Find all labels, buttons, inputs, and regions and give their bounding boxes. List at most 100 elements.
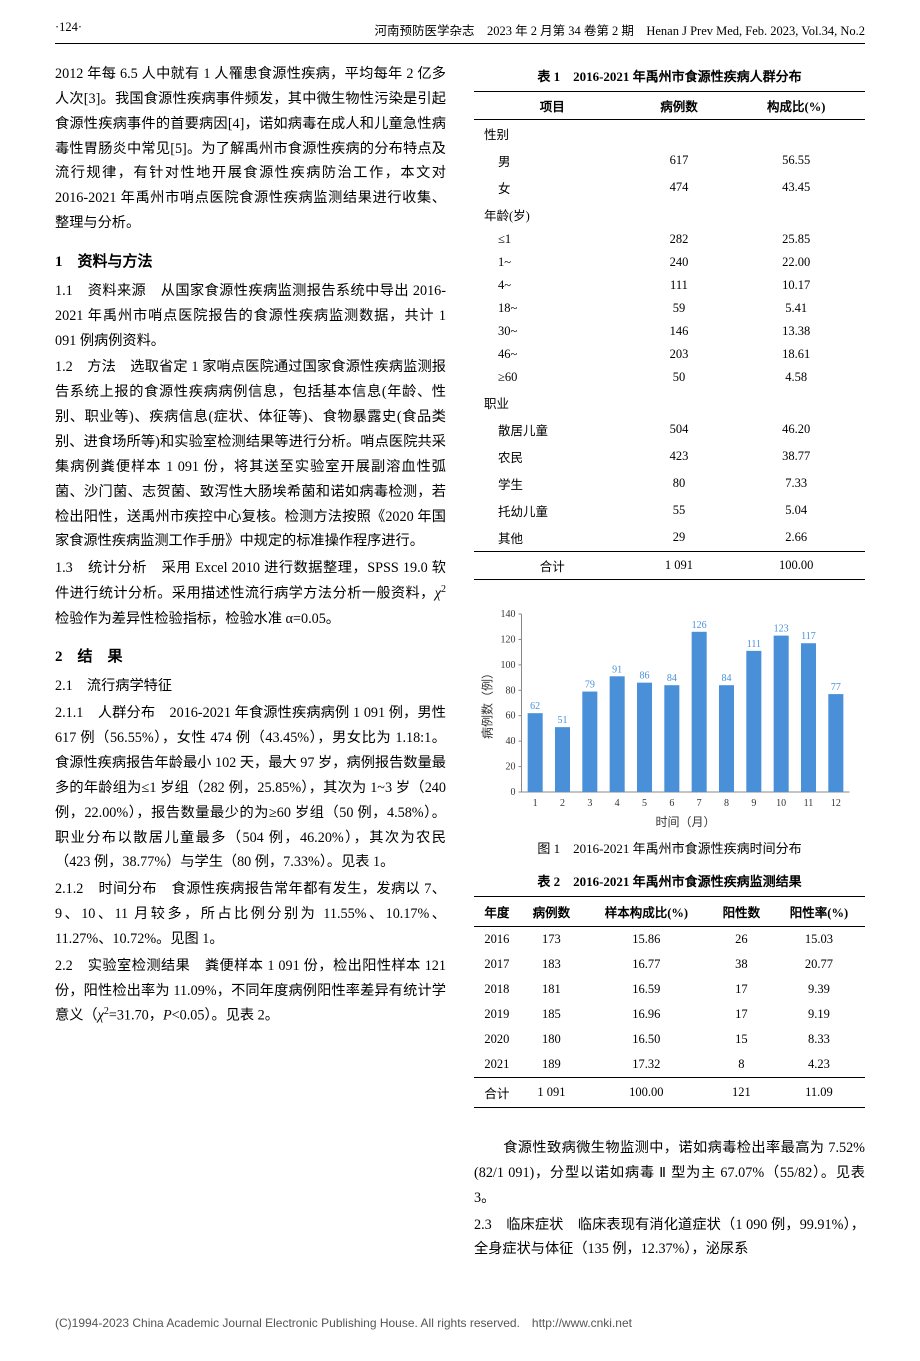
table2-h2: 样本构成比(%) <box>583 897 710 927</box>
bar-value-label: 79 <box>585 680 595 691</box>
page-footer: (C)1994-2023 China Academic Journal Elec… <box>55 1314 865 1331</box>
bar-value-label: 126 <box>692 620 707 631</box>
table-cell: 10.17 <box>727 274 865 297</box>
bar-value-label: 62 <box>530 701 540 712</box>
table-cell: 1 091 <box>520 1078 583 1108</box>
table-cell: 59 <box>631 297 728 320</box>
table-row: 201918516.96179.19 <box>474 1002 865 1027</box>
table-cell: 25.85 <box>727 228 865 251</box>
section-1-2: 1.2 方法 选取省定 1 家哨点医院通过国家食源性疾病监测报告系统上报的食源性… <box>55 355 446 554</box>
table-row: 201818116.59179.39 <box>474 977 865 1002</box>
chart-1: 0204060801001201406215127939148658461267… <box>474 602 865 832</box>
bar-value-label: 91 <box>612 664 622 675</box>
table2-header-row: 年度 病例数 样本构成比(%) 阳性数 阳性率(%) <box>474 897 865 927</box>
table-cell: 15.86 <box>583 927 710 953</box>
table-cell: 16.59 <box>583 977 710 1002</box>
right-para-2: 2.3 临床症状 临床表现有消化道症状（1 090 例，99.91%），全身症状… <box>474 1213 865 1263</box>
x-tick-label: 5 <box>642 798 647 809</box>
table-cell: 181 <box>520 977 583 1002</box>
table-row: 202018016.50158.33 <box>474 1027 865 1052</box>
right-para-1: 食源性致病微生物监测中，诺如病毒检出率最高为 7.52%(82/1 091)，分… <box>474 1136 865 1211</box>
table-cell: ≥60 <box>474 366 631 389</box>
table1-section-row: 职业 <box>474 389 865 416</box>
table-cell: 16.50 <box>583 1027 710 1052</box>
table-row: 202118917.3284.23 <box>474 1052 865 1078</box>
table-cell: 9.39 <box>773 977 865 1002</box>
bar-value-label: 111 <box>747 639 761 650</box>
table-cell: 504 <box>631 416 728 443</box>
table-cell: 282 <box>631 228 728 251</box>
table-cell: 17 <box>710 977 773 1002</box>
table-cell: 29 <box>631 524 728 552</box>
table-cell: 11.09 <box>773 1078 865 1108</box>
chart-bar <box>555 727 570 792</box>
chart-bar <box>692 632 707 792</box>
table-cell: 16.77 <box>583 952 710 977</box>
x-tick-label: 10 <box>776 798 786 809</box>
x-tick-label: 12 <box>831 798 841 809</box>
table-cell: 173 <box>520 927 583 953</box>
table-cell: 4~ <box>474 274 631 297</box>
table1-h0: 项目 <box>474 92 631 120</box>
table-cell: 其他 <box>474 524 631 552</box>
table-cell: 5.41 <box>727 297 865 320</box>
page-number: ·124· <box>55 20 82 39</box>
table-cell: 托幼儿童 <box>474 497 631 524</box>
table-cell: 2020 <box>474 1027 520 1052</box>
chart-1-caption: 图 1 2016-2021 年禹州市食源性疾病时间分布 <box>474 838 865 857</box>
table-cell: 2021 <box>474 1052 520 1078</box>
table2-h0: 年度 <box>474 897 520 927</box>
table-row: 201718316.773820.77 <box>474 952 865 977</box>
section-2-2: 2.2 实验室检测结果 粪便样本 1 091 份，检出阳性样本 121 份，阳性… <box>55 954 446 1029</box>
x-axis-label: 时间（月） <box>655 815 715 829</box>
table-row: ≥60504.58 <box>474 366 865 389</box>
y-tick-label: 0 <box>511 787 516 798</box>
sec2-2-text-b: =31.70， <box>109 1008 163 1024</box>
table-row: ≤128225.85 <box>474 228 865 251</box>
y-tick-label: 20 <box>506 762 516 773</box>
table-row: 男61756.55 <box>474 147 865 174</box>
table-cell: 2019 <box>474 1002 520 1027</box>
table1-header-row: 项目 病例数 构成比(%) <box>474 92 865 120</box>
table-cell: 2017 <box>474 952 520 977</box>
table-cell: 185 <box>520 1002 583 1027</box>
y-tick-label: 120 <box>501 634 516 645</box>
table-cell: 474 <box>631 174 728 201</box>
table-row: 散居儿童50446.20 <box>474 416 865 443</box>
table-cell: 7.33 <box>727 470 865 497</box>
table1-section-row: 年龄(岁) <box>474 201 865 228</box>
table-cell: 2018 <box>474 977 520 1002</box>
chart-bar <box>610 676 625 792</box>
table1-total-row: 合计1 091100.00 <box>474 552 865 580</box>
sec1-3-text-b: 检验作为差异性检验指标，检验水准 α=0.05。 <box>55 611 340 627</box>
table-cell: 30~ <box>474 320 631 343</box>
table-cell: 617 <box>631 147 728 174</box>
table-row: 4~11110.17 <box>474 274 865 297</box>
y-tick-label: 60 <box>506 711 516 722</box>
journal-info: 河南预防医学杂志 2023 年 2 月第 34 卷第 2 期 Henan J P… <box>374 20 865 39</box>
x-tick-label: 1 <box>533 798 538 809</box>
table-cell: 4.23 <box>773 1052 865 1078</box>
table-row: 1~24022.00 <box>474 251 865 274</box>
p-symbol: P <box>163 1008 172 1024</box>
bar-value-label: 117 <box>801 631 816 642</box>
table-row: 18~595.41 <box>474 297 865 320</box>
table-cell: 38 <box>710 952 773 977</box>
bar-value-label: 86 <box>640 671 650 682</box>
table-cell: 5.04 <box>727 497 865 524</box>
table-row: 46~20318.61 <box>474 343 865 366</box>
table-cell: 2016 <box>474 927 520 953</box>
table-cell: 15 <box>710 1027 773 1052</box>
section-2-1-1: 2.1.1 人群分布 2016-2021 年食源性疾病病例 1 091 例，男性… <box>55 701 446 875</box>
table-cell: 农民 <box>474 443 631 470</box>
table-cell: 43.45 <box>727 174 865 201</box>
table-cell: 50 <box>631 366 728 389</box>
table-cell: 18~ <box>474 297 631 320</box>
table-cell: 4.58 <box>727 366 865 389</box>
table-cell: 女 <box>474 174 631 201</box>
section-1-title: 1 资料与方法 <box>55 250 446 271</box>
table-cell: 散居儿童 <box>474 416 631 443</box>
bar-value-label: 123 <box>774 624 789 635</box>
table-cell: 26 <box>710 927 773 953</box>
table-cell: 13.38 <box>727 320 865 343</box>
